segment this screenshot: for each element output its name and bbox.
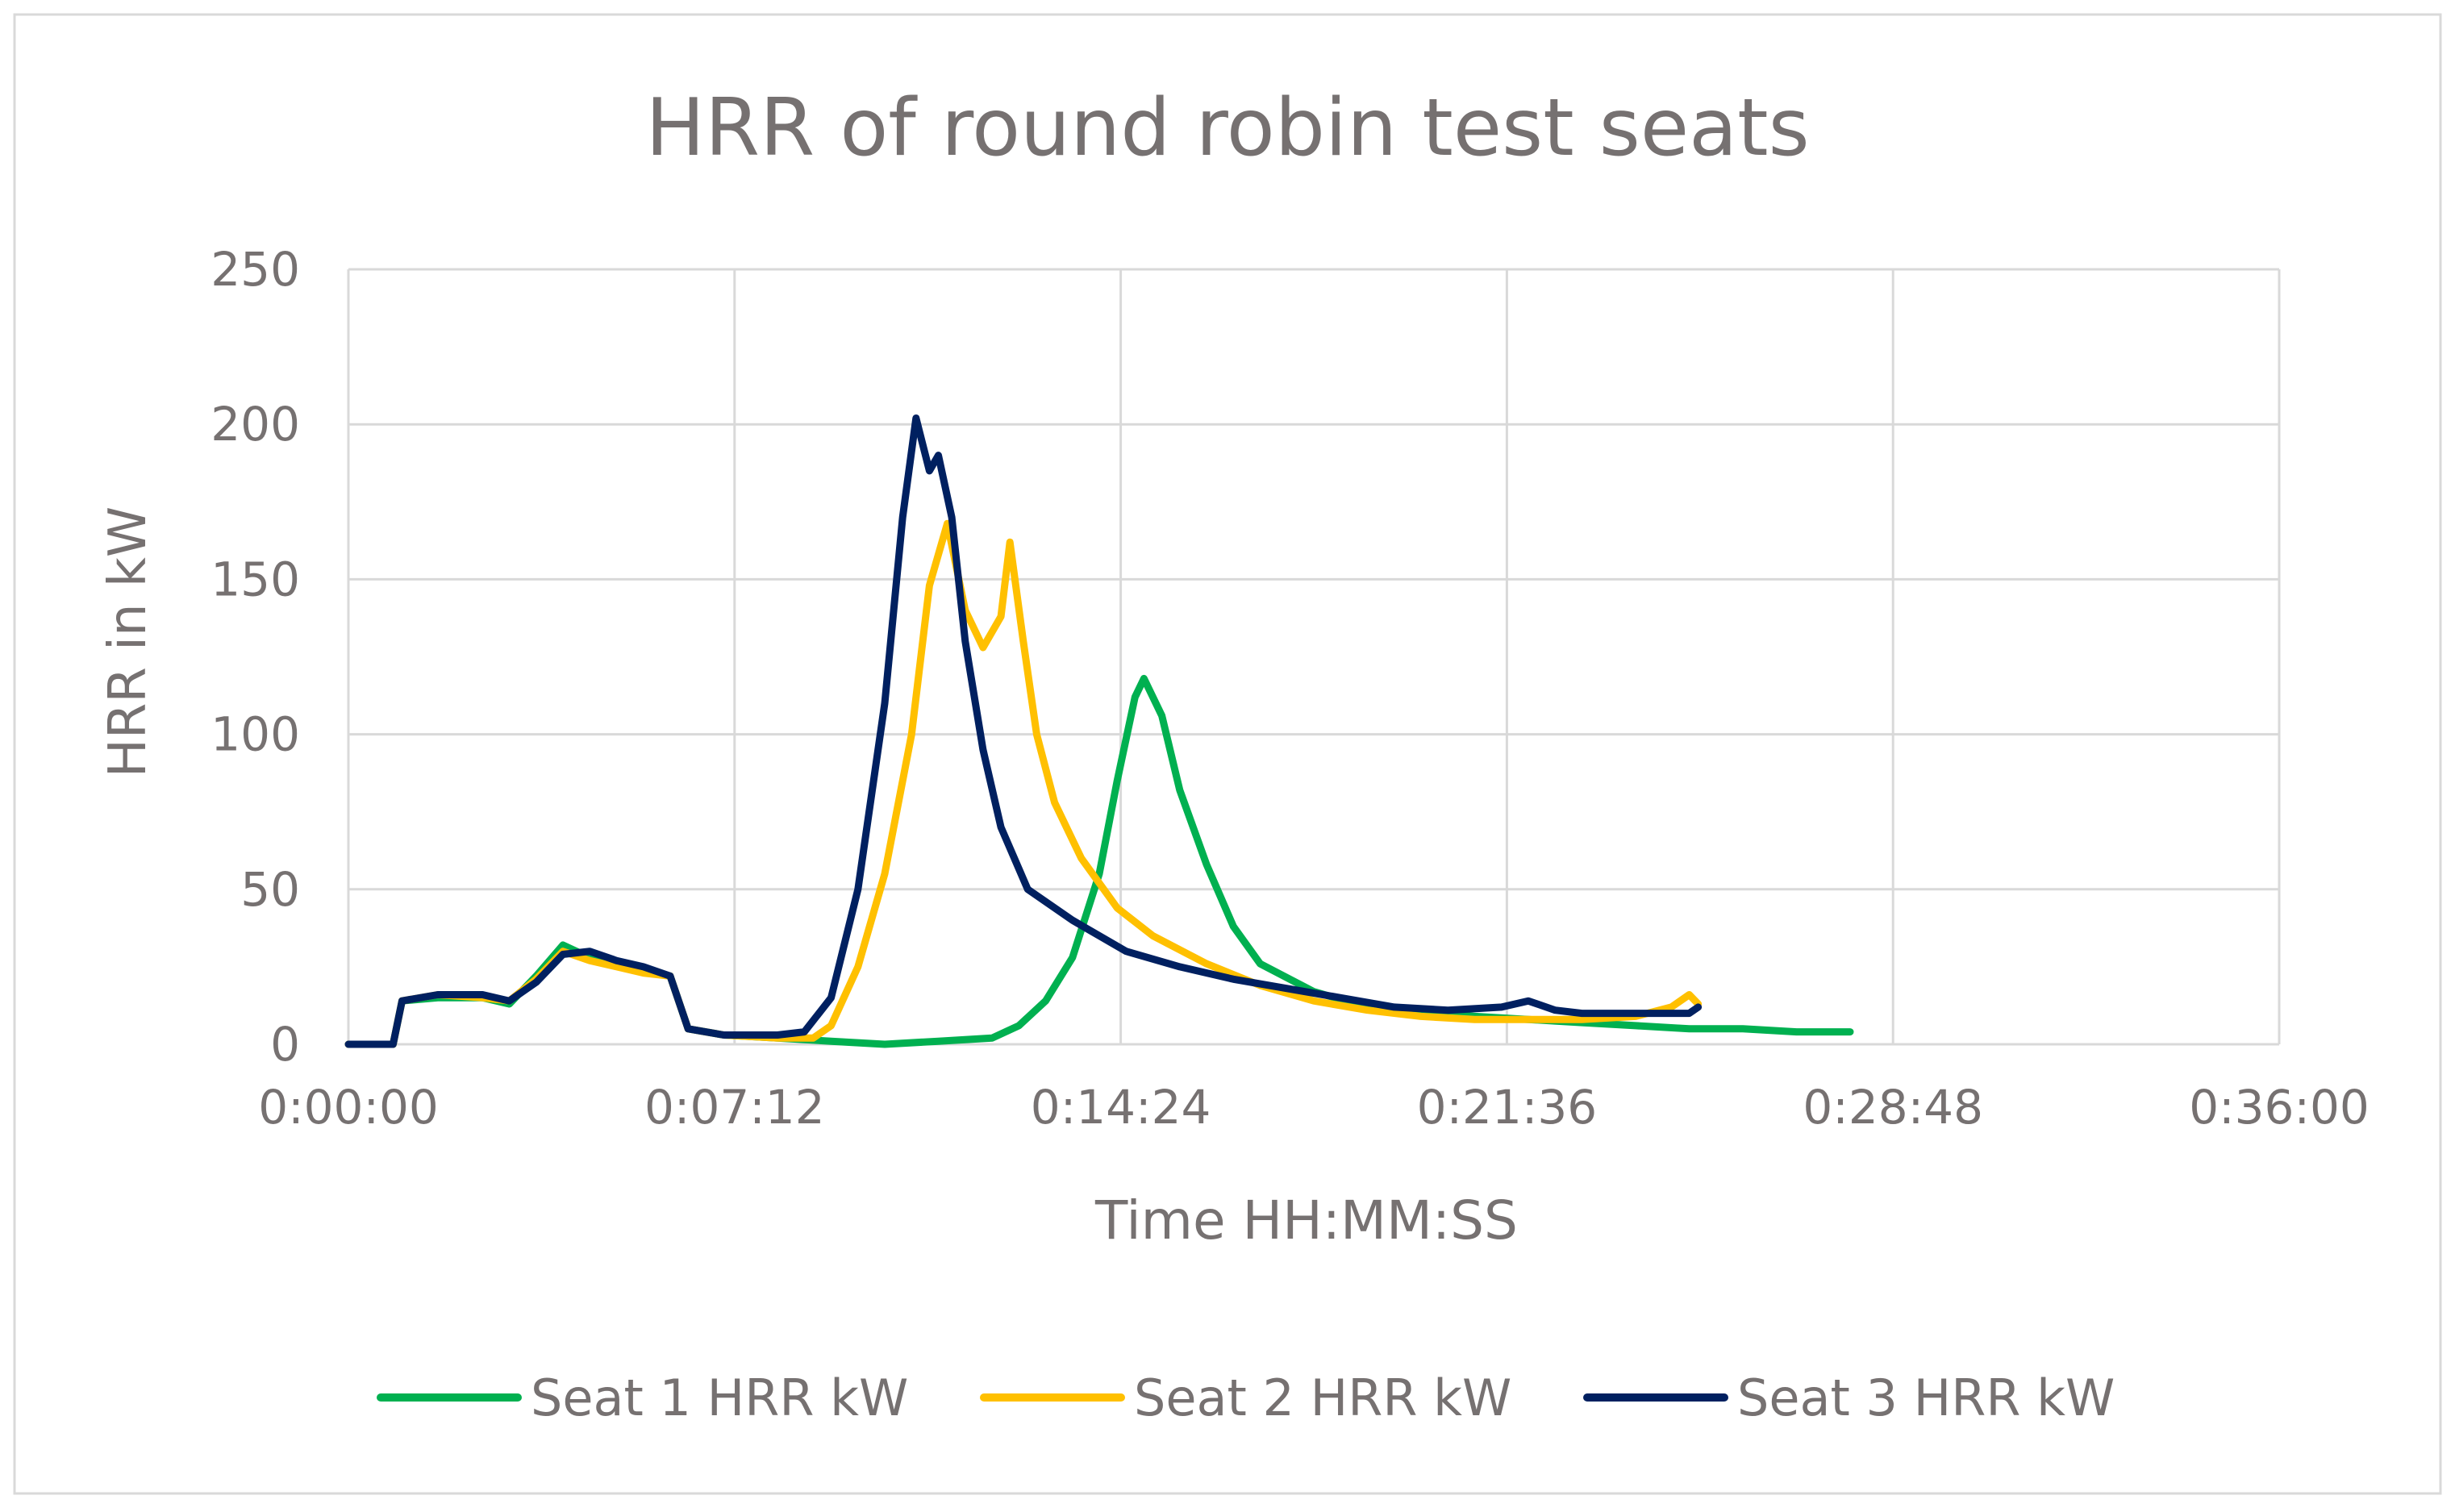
y-tick-label: 0 — [270, 1017, 300, 1072]
y-axis-label: HRR in kW — [98, 506, 158, 777]
y-tick-label: 50 — [240, 862, 300, 917]
x-tick-label: 0:21:36 — [1417, 1080, 1598, 1135]
x-tick-label: 0:00:00 — [258, 1080, 439, 1135]
chart-border — [13, 13, 2442, 1495]
legend-label-seat-1: Seat 1 HRR kW — [531, 1368, 908, 1427]
x-tick-label: 0:07:12 — [644, 1080, 825, 1135]
y-tick-label: 150 — [210, 552, 300, 606]
y-tick-label: 250 — [210, 242, 300, 297]
x-tick-label: 0:36:00 — [2189, 1080, 2370, 1135]
x-tick-labels: 0:00:00 0:07:12 0:14:24 0:21:36 0:28:48 0:36:… — [258, 1080, 2370, 1135]
x-axis-label: Time HH:MM:SS — [1094, 1189, 1518, 1252]
legend-label-seat-2: Seat 2 HRR kW — [1134, 1368, 1511, 1427]
y-tick-label: 100 — [210, 707, 300, 762]
legend-label-seat-3: Seat 3 HRR kW — [1737, 1368, 2115, 1427]
y-tick-labels: 0 50 100 150 200 250 — [210, 242, 300, 1072]
gridlines — [347, 268, 2281, 1046]
legend: Seat 1 HRR kW Seat 2 HRR kW Seat 3 HRR kW — [377, 1368, 2115, 1427]
x-tick-label: 0:28:48 — [1803, 1080, 1983, 1135]
chart-title: HRR of round robin test seats — [645, 82, 1809, 174]
series-line-seat-3 — [344, 414, 1703, 1048]
series-lines — [344, 414, 1854, 1048]
x-tick-label: 0:14:24 — [1031, 1080, 1211, 1135]
y-tick-label: 200 — [210, 397, 300, 452]
